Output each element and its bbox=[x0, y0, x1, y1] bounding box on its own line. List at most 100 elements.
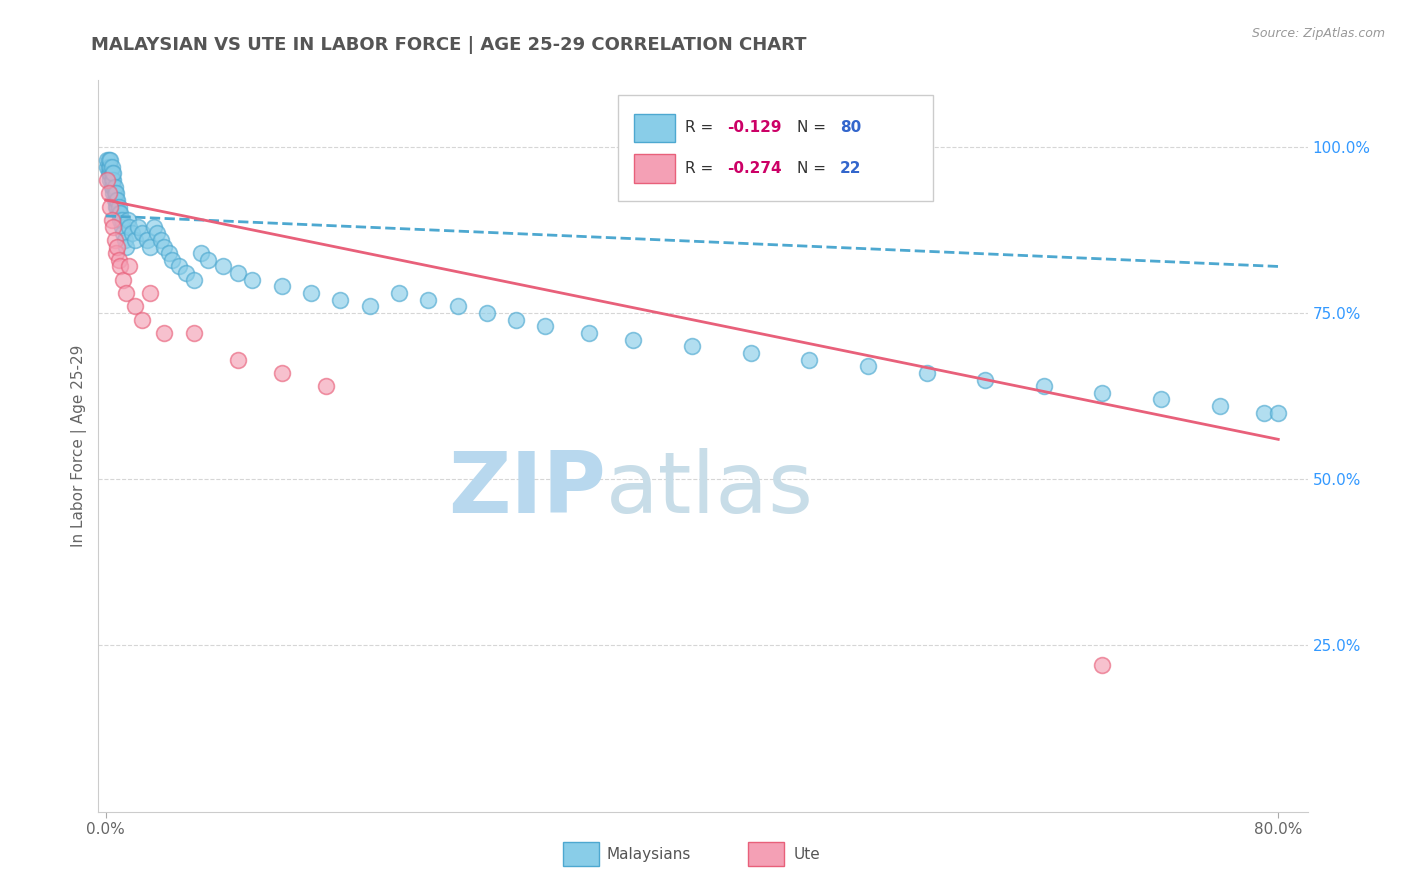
Point bbox=[740, 346, 762, 360]
Point bbox=[96, 173, 118, 187]
Point bbox=[117, 213, 139, 227]
Point bbox=[146, 226, 169, 240]
Point bbox=[108, 252, 131, 267]
Point bbox=[101, 186, 124, 201]
Point bbox=[160, 252, 183, 267]
Text: 80: 80 bbox=[839, 120, 860, 136]
Point bbox=[183, 326, 205, 340]
Point bbox=[100, 160, 122, 174]
Point bbox=[270, 279, 292, 293]
Point bbox=[167, 260, 190, 274]
Point bbox=[446, 299, 468, 313]
Point bbox=[101, 219, 124, 234]
Point bbox=[103, 233, 125, 247]
Point bbox=[105, 200, 128, 214]
Point bbox=[138, 239, 160, 253]
Text: R =: R = bbox=[685, 120, 718, 136]
Point bbox=[153, 239, 176, 253]
Point bbox=[110, 213, 132, 227]
Point bbox=[138, 286, 160, 301]
Point bbox=[329, 293, 352, 307]
Point bbox=[534, 319, 557, 334]
Point bbox=[578, 326, 600, 340]
Text: N =: N = bbox=[797, 120, 831, 136]
Point bbox=[105, 246, 128, 260]
Point bbox=[108, 200, 131, 214]
Point bbox=[131, 312, 153, 326]
FancyBboxPatch shape bbox=[634, 114, 675, 143]
Text: Source: ZipAtlas.com: Source: ZipAtlas.com bbox=[1251, 27, 1385, 40]
Point bbox=[107, 239, 129, 253]
Point bbox=[190, 246, 212, 260]
Point bbox=[299, 286, 322, 301]
Point bbox=[97, 166, 120, 180]
Point bbox=[111, 219, 134, 234]
Point bbox=[681, 339, 703, 353]
Point bbox=[118, 219, 141, 234]
Point bbox=[359, 299, 381, 313]
Point bbox=[96, 153, 118, 167]
Point bbox=[153, 326, 176, 340]
Point bbox=[124, 233, 146, 247]
Point bbox=[105, 186, 128, 201]
Text: R =: R = bbox=[685, 161, 718, 176]
Text: -0.129: -0.129 bbox=[727, 120, 782, 136]
Y-axis label: In Labor Force | Age 25-29: In Labor Force | Age 25-29 bbox=[72, 345, 87, 547]
Point bbox=[1253, 406, 1275, 420]
Point bbox=[107, 193, 129, 207]
Point bbox=[974, 372, 997, 386]
Point bbox=[799, 352, 821, 367]
Point bbox=[103, 179, 125, 194]
Point bbox=[143, 219, 166, 234]
FancyBboxPatch shape bbox=[619, 95, 932, 201]
Point bbox=[97, 186, 120, 201]
FancyBboxPatch shape bbox=[634, 154, 675, 183]
Point bbox=[115, 239, 138, 253]
Point bbox=[1267, 406, 1289, 420]
Point bbox=[112, 226, 135, 240]
Text: -0.274: -0.274 bbox=[727, 161, 782, 176]
Point bbox=[1091, 385, 1114, 400]
Point bbox=[176, 266, 198, 280]
Point bbox=[96, 160, 118, 174]
Point bbox=[183, 273, 205, 287]
Point bbox=[124, 299, 146, 313]
Point bbox=[157, 246, 180, 260]
Point bbox=[97, 153, 120, 167]
Point bbox=[915, 366, 938, 380]
Text: atlas: atlas bbox=[606, 449, 814, 532]
Point bbox=[112, 273, 135, 287]
Point bbox=[127, 219, 149, 234]
Point bbox=[418, 293, 440, 307]
Point bbox=[98, 200, 121, 214]
Point bbox=[110, 260, 132, 274]
Point bbox=[270, 366, 292, 380]
Point bbox=[100, 179, 122, 194]
Point bbox=[100, 166, 122, 180]
Point bbox=[197, 252, 219, 267]
FancyBboxPatch shape bbox=[748, 842, 785, 866]
Point bbox=[240, 273, 263, 287]
Point bbox=[107, 200, 129, 214]
Point bbox=[101, 179, 124, 194]
Text: MALAYSIAN VS UTE IN LABOR FORCE | AGE 25-29 CORRELATION CHART: MALAYSIAN VS UTE IN LABOR FORCE | AGE 25… bbox=[91, 36, 807, 54]
Point bbox=[150, 233, 173, 247]
Text: Malaysians: Malaysians bbox=[606, 847, 690, 862]
Point bbox=[103, 193, 125, 207]
Text: ZIP: ZIP bbox=[449, 449, 606, 532]
Point bbox=[505, 312, 527, 326]
Point bbox=[856, 359, 879, 374]
Point bbox=[315, 379, 337, 393]
Point bbox=[135, 233, 157, 247]
Point bbox=[100, 213, 122, 227]
Point bbox=[121, 226, 143, 240]
Point bbox=[621, 333, 644, 347]
Point bbox=[115, 286, 138, 301]
Point bbox=[97, 160, 120, 174]
Point bbox=[110, 206, 132, 220]
Point bbox=[101, 173, 124, 187]
Point bbox=[98, 153, 121, 167]
FancyBboxPatch shape bbox=[562, 842, 599, 866]
Text: N =: N = bbox=[797, 161, 831, 176]
Point bbox=[114, 233, 136, 247]
